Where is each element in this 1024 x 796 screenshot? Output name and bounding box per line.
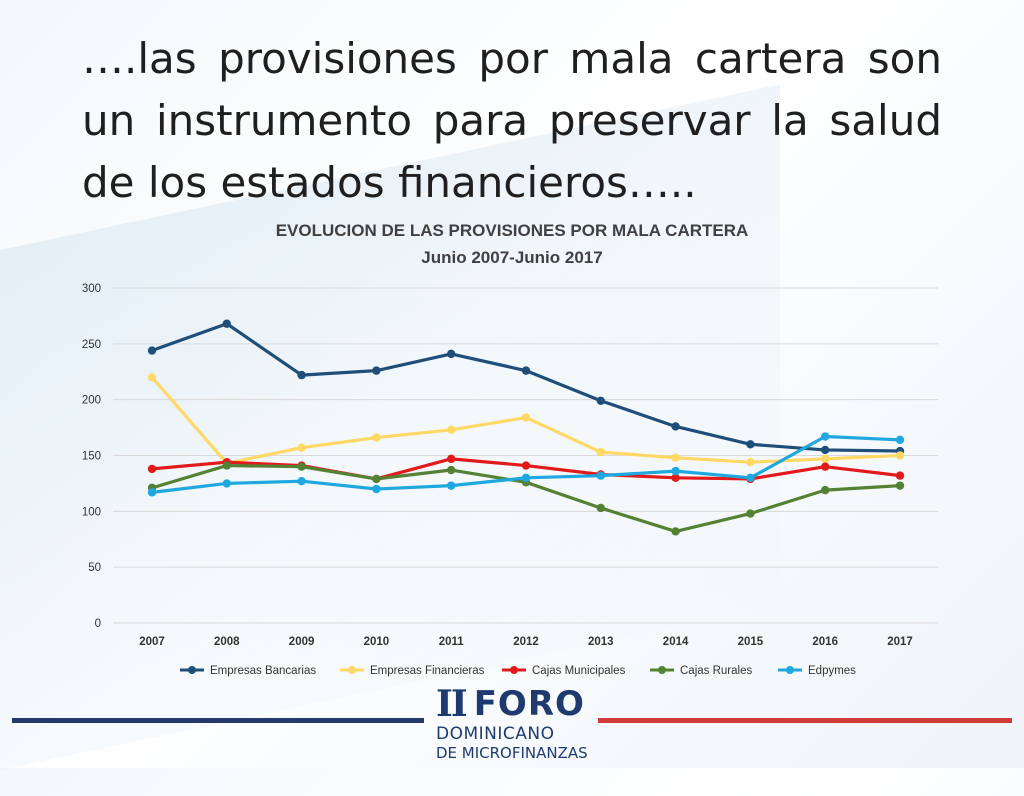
data-point <box>746 509 755 518</box>
x-tick-label: 2007 <box>139 636 165 648</box>
legend-item: Empresas Financieras <box>340 665 485 677</box>
y-tick-label: 200 <box>82 395 101 407</box>
x-tick-label: 2011 <box>439 636 465 648</box>
data-point <box>821 462 830 471</box>
data-point <box>895 481 905 490</box>
series-edpymes <box>147 432 905 497</box>
x-tick-label: 2012 <box>513 636 539 648</box>
legend-label: Empresas Financieras <box>370 665 485 677</box>
data-point <box>596 396 605 405</box>
chart-title: EVOLUCION DE LAS PROVISIONES POR MALA CA… <box>276 221 749 240</box>
legend-swatch-marker <box>786 666 794 674</box>
data-point <box>372 484 381 494</box>
x-tick-label: 2017 <box>887 636 913 648</box>
y-tick-label: 300 <box>82 283 101 295</box>
data-point <box>297 370 306 380</box>
chart-subtitle: Junio 2007-Junio 2017 <box>421 248 602 267</box>
legend-item: Cajas Municipales <box>502 665 626 677</box>
data-point <box>447 425 456 435</box>
x-tick-label: 2016 <box>812 636 838 648</box>
y-tick-label: 250 <box>82 339 101 351</box>
data-point <box>372 433 381 442</box>
legend-label: Cajas Municipales <box>532 665 626 677</box>
data-point <box>521 461 531 470</box>
data-point <box>895 435 905 445</box>
data-point <box>671 473 680 483</box>
data-point <box>372 366 381 375</box>
data-point <box>671 527 680 536</box>
data-point <box>147 464 157 474</box>
data-point <box>521 473 531 483</box>
data-point <box>596 503 605 513</box>
data-point <box>821 454 830 464</box>
y-tick-label: 150 <box>82 451 101 463</box>
data-point <box>746 440 755 449</box>
legend-swatch-marker <box>510 666 518 674</box>
y-tick-label: 0 <box>95 618 101 630</box>
y-tick-label: 100 <box>82 506 101 518</box>
data-point <box>147 373 157 382</box>
x-tick-label: 2009 <box>289 636 315 648</box>
legend-label: Cajas Rurales <box>680 665 752 677</box>
x-tick-label: 2008 <box>214 636 240 648</box>
line-chart: EVOLUCION DE LAS PROVISIONES POR MALA CA… <box>82 221 938 677</box>
data-point <box>297 476 306 486</box>
logo-roman-numeral: II <box>436 683 468 725</box>
x-tick-label: 2015 <box>738 636 764 648</box>
footer-line-left <box>12 718 424 723</box>
legend-item: Empresas Bancarias <box>180 665 316 677</box>
gridlines <box>113 287 938 624</box>
data-point <box>447 481 456 490</box>
data-point <box>447 465 456 475</box>
data-point <box>671 466 680 476</box>
x-axis-ticks: 2007 2008 2009 2010 2011 2012 2013 2014 2015 2016… <box>139 636 913 648</box>
y-axis-ticks: 0 50 100 150 200 250 300 <box>82 283 101 630</box>
data-point <box>447 349 456 359</box>
data-point <box>297 462 306 471</box>
series-line <box>151 322 901 453</box>
legend-item: Edpymes <box>778 665 856 677</box>
data-point <box>521 413 531 422</box>
footer-line-right <box>598 718 1012 723</box>
data-point <box>297 443 306 452</box>
data-point <box>746 473 755 483</box>
data-point <box>671 422 680 431</box>
data-point <box>447 454 456 464</box>
legend-label: Edpymes <box>808 665 856 677</box>
data-point <box>746 458 755 467</box>
legend-label: Empresas Bancarias <box>210 665 316 677</box>
logo-word: FORO <box>473 684 585 724</box>
slide-title: ….las provisiones por mala cartera son u… <box>82 34 942 207</box>
data-point <box>596 471 605 480</box>
y-tick-label: 50 <box>88 562 101 574</box>
data-point <box>222 461 231 470</box>
data-point <box>895 451 905 460</box>
logo-line2: DE MICROFINANZAS <box>436 744 588 762</box>
data-point <box>821 432 830 441</box>
legend-swatch-marker <box>348 666 356 674</box>
data-point <box>895 471 905 480</box>
x-tick-label: 2014 <box>663 636 689 648</box>
legend-item: Cajas Rurales <box>650 665 752 677</box>
series-empresas-financieras <box>147 373 905 468</box>
legend: Empresas Bancarias Empresas Financieras Ca… <box>180 665 856 677</box>
data-point <box>222 319 231 328</box>
data-point <box>821 445 830 455</box>
series-group <box>147 319 905 536</box>
x-tick-label: 2010 <box>364 636 390 648</box>
foro-logo: II FORO DOMINICANO DE MICROFINANZAS <box>436 684 596 764</box>
x-tick-label: 2013 <box>588 636 614 648</box>
data-point <box>147 346 157 355</box>
legend-swatch-marker <box>658 666 666 674</box>
data-point <box>596 447 605 457</box>
series-empresas-bancarias <box>147 319 905 456</box>
legend-swatch-marker <box>188 666 196 674</box>
data-point <box>372 474 381 484</box>
logo-line1: DOMINICANO <box>436 724 555 744</box>
data-point <box>671 453 680 462</box>
data-point <box>222 479 231 488</box>
data-point <box>521 366 531 375</box>
data-point <box>147 488 157 497</box>
data-point <box>821 485 830 495</box>
